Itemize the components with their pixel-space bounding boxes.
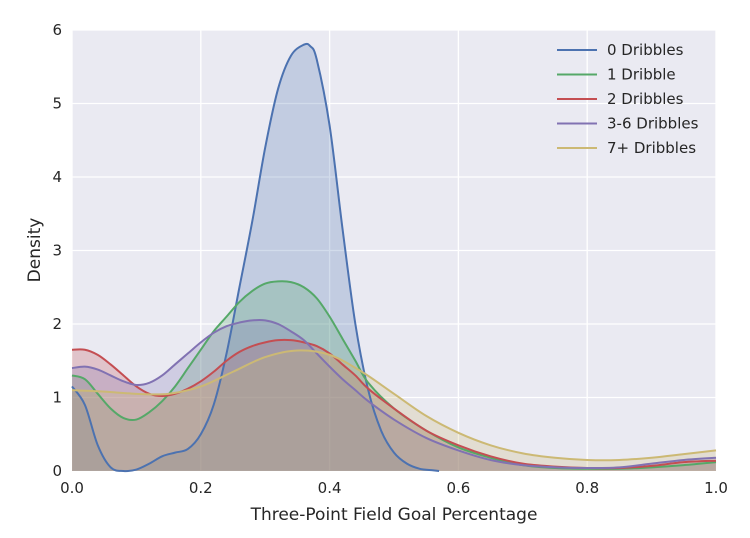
- x-axis-label: Three-Point Field Goal Percentage: [250, 505, 538, 525]
- x-tick-label: 0.8: [575, 479, 599, 497]
- x-tick-label: 1.0: [704, 479, 728, 497]
- area-fill-series-3: [72, 319, 716, 471]
- density-line-series-0: [71, 42, 440, 473]
- y-tick-label: 1: [52, 389, 62, 407]
- legend: 0 Dribbles 1 Dribble 2 Dribbles 3-6 Dribble…: [557, 41, 699, 157]
- legend-label: 0 Dribbles: [607, 41, 684, 59]
- y-tick-label: 6: [52, 21, 62, 39]
- y-tick-label: 3: [52, 242, 62, 260]
- x-tick-label: 0.0: [60, 479, 84, 497]
- y-tick-label: 0: [52, 462, 62, 480]
- density-line-series-2: [71, 338, 717, 470]
- y-tick-label: 5: [52, 95, 62, 113]
- legend-label: 1 Dribble: [607, 66, 676, 84]
- area-fill-series-1: [72, 281, 716, 471]
- grid-lines: [71, 29, 717, 472]
- density-line-series-3: [71, 318, 717, 470]
- x-tick-labels: 0.0 0.2 0.4 0.6 0.8 1.0: [60, 479, 728, 497]
- area-fill-series-4: [72, 350, 716, 471]
- x-tick-label: 0.6: [446, 479, 470, 497]
- legend-label: 2 Dribbles: [607, 90, 684, 108]
- y-tick-labels: 0 1 2 3 4 5 6: [52, 21, 62, 480]
- density-line-series-4: [71, 349, 717, 462]
- x-tick-label: 0.2: [189, 479, 213, 497]
- legend-label: 7+ Dribbles: [607, 139, 696, 157]
- y-axis-label: Density: [25, 218, 45, 283]
- series-lines: [71, 42, 717, 473]
- legend-label: 3-6 Dribbles: [607, 115, 699, 133]
- y-tick-label: 2: [52, 315, 62, 333]
- x-tick-label: 0.4: [318, 479, 342, 497]
- y-tick-label: 4: [52, 168, 62, 186]
